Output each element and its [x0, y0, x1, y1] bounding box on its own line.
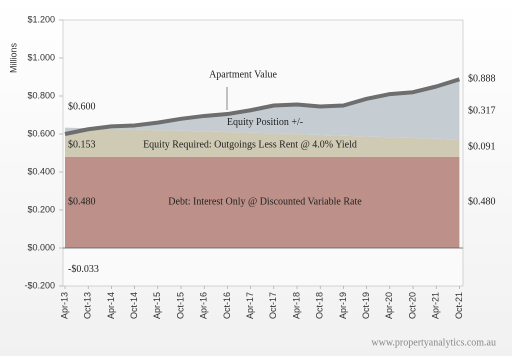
x-tick-label: Apr-13	[59, 292, 69, 319]
y-tick-label: -$0.200	[24, 280, 55, 290]
value-line	[64, 77, 460, 136]
x-tick-label: Oct-16	[222, 292, 232, 319]
series-label: Equity Required: Outgoings Less Rent @ 4…	[143, 140, 357, 151]
value-label: $0.600	[68, 102, 96, 113]
value-label: -$0.033	[68, 264, 99, 275]
source: www.propertyanalytics.com.au	[371, 337, 496, 348]
x-tick-label: Apr-20	[384, 292, 394, 319]
series-label: Debt: Interest Only @ Discounted Variabl…	[168, 197, 362, 208]
value-label: $0.888	[468, 74, 496, 85]
x-tick-label: Apr-15	[152, 292, 162, 319]
value-label: $0.153	[68, 140, 96, 151]
y-tick-label: $0.800	[27, 90, 55, 100]
x-tick-label: Apr-21	[431, 292, 441, 319]
y-tick-label: $0.400	[27, 166, 55, 176]
series-label: Equity Position +/-	[227, 117, 303, 128]
y-tick-label: $1.200	[27, 14, 55, 24]
x-tick-label: Oct-14	[129, 292, 139, 319]
x-tick-label: Oct-18	[315, 292, 325, 319]
x-tick-label: Oct-21	[454, 292, 464, 319]
y-tick-label: $0.000	[27, 242, 55, 252]
value-label: $0.091	[468, 142, 496, 153]
x-tick-label: Apr-14	[106, 292, 116, 319]
x-tick-label: Oct-13	[83, 292, 93, 319]
plot	[63, 77, 463, 249]
y-tick-label: $0.600	[27, 128, 55, 138]
x-tick-label: Oct-17	[268, 292, 278, 319]
x-tick-label: Oct-20	[407, 292, 417, 319]
x-tick-label: Oct-19	[361, 292, 371, 319]
series-label: Apartment Value	[209, 69, 277, 80]
y-tick-label: $1.000	[27, 52, 55, 62]
value-label: $0.480	[468, 197, 496, 208]
x-tick-label: Apr-18	[291, 292, 301, 319]
value-label: $0.317	[468, 105, 496, 116]
x-tick-label: Oct-15	[175, 292, 185, 319]
x-tick-label: Apr-17	[245, 292, 255, 319]
y-axis-label: Millions	[8, 43, 18, 74]
x-tick-label: Apr-16	[199, 292, 209, 319]
area	[65, 127, 460, 157]
value-label: $0.480	[68, 197, 96, 208]
x-tick-label: Apr-19	[338, 292, 348, 319]
area	[65, 156, 460, 248]
y-tick-label: $0.200	[27, 204, 55, 214]
